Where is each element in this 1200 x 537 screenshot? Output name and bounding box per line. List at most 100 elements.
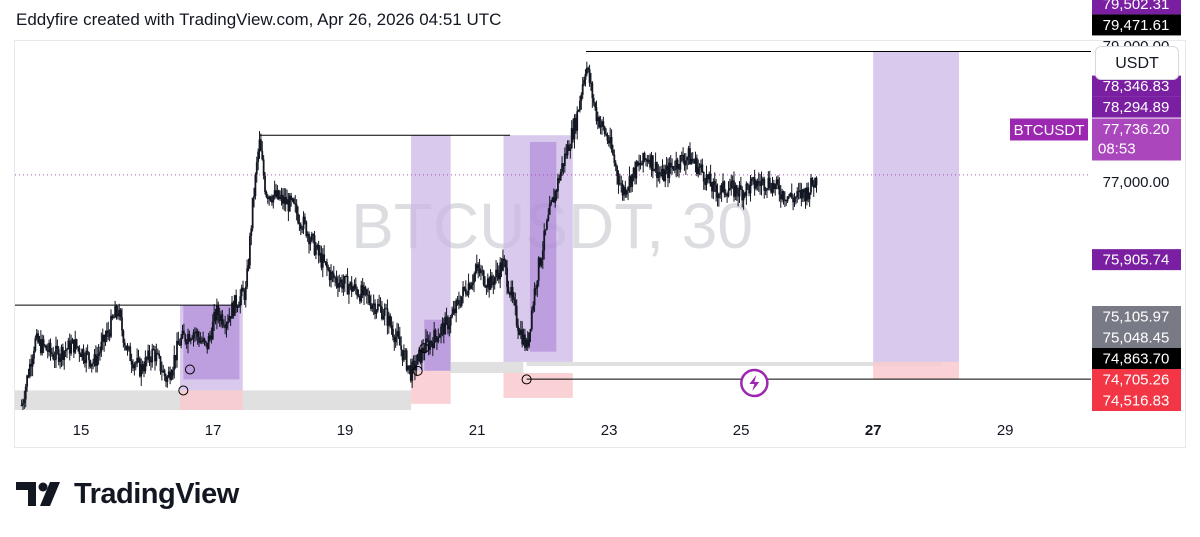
candle-body — [497, 272, 500, 280]
candle-body — [349, 282, 352, 287]
candle-body — [793, 198, 796, 203]
candle-body — [815, 177, 818, 186]
candle-body — [772, 183, 775, 189]
candle-body — [466, 294, 469, 296]
candle-body — [130, 360, 133, 365]
candle-body — [103, 334, 106, 343]
candle-body — [345, 275, 348, 277]
candle-body — [96, 355, 99, 366]
symbol-tag-text: BTCUSDT — [1014, 122, 1085, 139]
candle-body — [93, 354, 96, 363]
price-label: 77,736.20 08:53 — [1092, 118, 1181, 161]
candle-body — [482, 270, 485, 285]
candle-body — [159, 356, 162, 372]
candle-body — [323, 254, 326, 262]
candle-body — [584, 74, 587, 80]
candle-body — [642, 152, 645, 165]
candle-body — [315, 248, 317, 255]
candle-body — [279, 196, 282, 200]
candle-body — [588, 69, 591, 83]
candle-body — [121, 317, 123, 331]
candle-body — [709, 173, 712, 187]
candle-body — [481, 270, 484, 272]
price-label-text: 77,736.20 — [1103, 121, 1170, 138]
candle-body — [420, 347, 423, 363]
candle-body — [499, 262, 502, 280]
price-label: 75,105.97 — [1092, 306, 1181, 327]
candle-body — [104, 337, 107, 343]
candle-body — [198, 336, 200, 343]
candle-body — [585, 67, 588, 75]
candle-body — [513, 297, 515, 300]
candle-body — [272, 195, 275, 203]
candle-body — [810, 177, 812, 193]
candle-body — [522, 334, 525, 345]
candle-body — [257, 151, 260, 163]
candle-body — [539, 257, 541, 266]
candle-body — [804, 192, 807, 201]
candle-body — [341, 279, 343, 289]
candle-body — [698, 166, 701, 168]
currency-selector-button[interactable]: USDT — [1095, 46, 1179, 80]
candle-body — [708, 173, 711, 180]
candle-body — [298, 222, 301, 225]
price-label-text: 75,048.45 — [1103, 330, 1170, 347]
candle-body — [177, 340, 180, 345]
price-chart[interactable]: BTCUSDT, 30 15 17 19 21 23 25 27 29 79,502.31 79,4… — [0, 0, 1200, 460]
candle-body — [57, 349, 60, 362]
candle-body — [715, 184, 718, 193]
candle-body — [614, 162, 617, 167]
candle-body — [414, 360, 416, 371]
candle-body — [335, 277, 338, 284]
candle-body — [528, 332, 530, 347]
candle-body — [165, 376, 167, 382]
candle-body — [647, 159, 650, 162]
candle-body — [551, 197, 554, 202]
candle-body — [34, 338, 37, 351]
candle-body — [700, 164, 702, 167]
candle-body — [525, 339, 528, 348]
candle-body — [745, 183, 748, 196]
tradingview-logo: TradingView — [16, 478, 239, 510]
candle-body — [416, 354, 419, 365]
candle-body — [665, 165, 668, 171]
candle-body — [672, 166, 675, 170]
candle-body — [548, 204, 551, 215]
candle-body — [193, 332, 196, 334]
price-label-text: 74,516.83 — [1103, 393, 1170, 410]
lightning-icon[interactable] — [740, 368, 769, 398]
candle-body — [90, 363, 93, 367]
candle-body — [97, 353, 100, 356]
chart-caption: Eddyfire created with TradingView.com, A… — [16, 10, 502, 29]
candle-body — [37, 333, 40, 343]
candle-body — [537, 257, 540, 281]
candle-body — [397, 331, 400, 337]
candle-body — [83, 359, 86, 364]
candle-body — [756, 180, 759, 187]
candle-body — [536, 280, 539, 289]
price-label: 77,000.00 — [1103, 174, 1170, 191]
candle-body — [77, 346, 79, 349]
candle-body — [515, 305, 518, 326]
candle-body — [605, 134, 607, 136]
candle-body — [334, 277, 337, 279]
candle-body — [387, 315, 390, 326]
candle-body — [293, 198, 295, 204]
candle-body — [291, 198, 294, 201]
candle-body — [526, 339, 529, 347]
candle-body — [169, 371, 172, 380]
candle-body — [67, 340, 70, 350]
x-tick-label: 19 — [337, 422, 354, 439]
candle-body — [491, 275, 493, 282]
candle-body — [458, 300, 460, 305]
candle-body — [447, 317, 449, 330]
candle-body — [342, 283, 345, 289]
price-label: 74,863.70 — [1092, 348, 1181, 369]
candle-body — [801, 189, 804, 199]
candle-body — [200, 340, 203, 342]
candle-body — [471, 282, 474, 285]
candle-body — [452, 308, 455, 314]
pivot-circle — [178, 385, 189, 396]
chart-frame — [14, 40, 1186, 448]
candle-body — [354, 284, 357, 290]
